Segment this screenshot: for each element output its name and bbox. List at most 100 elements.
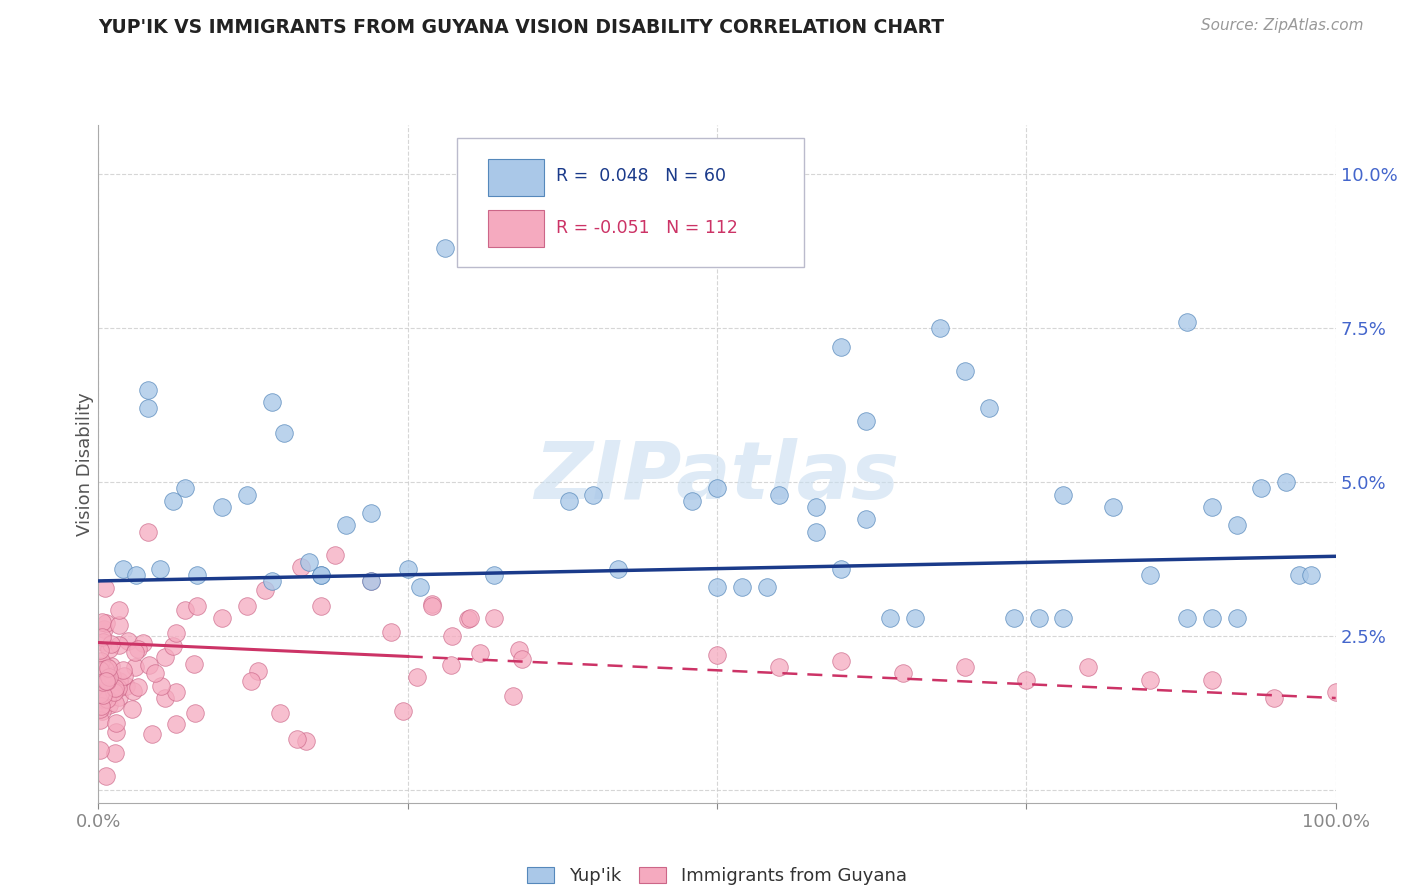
Point: [1139, 673, 1161, 687]
Point: [121, 683, 143, 698]
Point: [127, 642, 149, 657]
Point: [1175, 315, 1198, 329]
Text: YUP'IK VS IMMIGRANTS FROM GUYANA VISION DISABILITY CORRELATION CHART: YUP'IK VS IMMIGRANTS FROM GUYANA VISION …: [98, 18, 945, 37]
Point: [1015, 673, 1038, 687]
Point: [1102, 500, 1125, 514]
Point: [100, 659, 122, 673]
Text: Source: ZipAtlas.com: Source: ZipAtlas.com: [1201, 18, 1364, 33]
Point: [360, 574, 382, 588]
Point: [731, 580, 754, 594]
Point: [91, 675, 114, 690]
Point: [360, 574, 382, 588]
Point: [143, 666, 166, 681]
Point: [510, 652, 533, 666]
Y-axis label: Vision Disability: Vision Disability: [76, 392, 94, 536]
Point: [1002, 611, 1025, 625]
Point: [768, 488, 790, 502]
Point: [96, 692, 118, 706]
Point: [253, 582, 276, 597]
Point: [855, 512, 877, 526]
Point: [325, 548, 347, 562]
Point: [155, 649, 177, 664]
Point: [440, 629, 463, 643]
Point: [97, 661, 120, 675]
Point: [804, 524, 827, 539]
Point: [309, 599, 332, 613]
Point: [1288, 567, 1310, 582]
Point: [1201, 673, 1223, 687]
Point: [309, 567, 332, 582]
Point: [1324, 685, 1347, 699]
Point: [953, 660, 976, 674]
Point: [1028, 611, 1050, 625]
Point: [236, 599, 259, 613]
Point: [360, 506, 382, 520]
Point: [91, 635, 114, 649]
Point: [239, 674, 262, 689]
Point: [108, 618, 131, 632]
Point: [335, 518, 357, 533]
Point: [89, 659, 111, 673]
Point: [830, 340, 852, 354]
Point: [165, 685, 187, 699]
Point: [91, 691, 114, 706]
Point: [405, 669, 427, 683]
Point: [94, 769, 117, 783]
Point: [211, 500, 233, 514]
Point: [100, 637, 122, 651]
Point: [174, 603, 197, 617]
Point: [90, 615, 112, 629]
Text: R = -0.051   N = 112: R = -0.051 N = 112: [557, 219, 738, 237]
Point: [94, 673, 117, 688]
Point: [458, 611, 481, 625]
Point: [298, 556, 321, 570]
Point: [484, 567, 506, 582]
Point: [183, 657, 205, 672]
Point: [174, 482, 197, 496]
Point: [1263, 691, 1285, 706]
Point: [1052, 611, 1074, 625]
Point: [149, 561, 172, 575]
Point: [136, 401, 159, 416]
Point: [582, 488, 605, 502]
Point: [755, 580, 778, 594]
Point: [422, 599, 444, 613]
Point: [94, 662, 117, 676]
Point: [440, 658, 463, 673]
Point: [1175, 611, 1198, 625]
Point: [928, 321, 950, 335]
Point: [89, 643, 111, 657]
Point: [91, 675, 114, 690]
Point: [104, 697, 127, 711]
Point: [89, 714, 111, 728]
Point: [457, 612, 479, 626]
Point: [484, 611, 506, 625]
Point: [136, 524, 159, 539]
Point: [236, 488, 259, 502]
Point: [103, 684, 125, 698]
Point: [979, 401, 1001, 416]
Point: [706, 648, 728, 662]
Point: [186, 599, 208, 613]
Point: [184, 706, 207, 721]
Point: [89, 743, 111, 757]
Point: [295, 734, 318, 748]
Point: [107, 603, 129, 617]
Point: [830, 561, 852, 575]
Point: [165, 625, 187, 640]
Point: [1201, 611, 1223, 625]
Point: [804, 500, 827, 514]
Point: [891, 666, 914, 681]
Text: R =  0.048   N = 60: R = 0.048 N = 60: [557, 167, 727, 185]
Point: [89, 663, 111, 677]
Point: [287, 732, 309, 747]
Point: [107, 681, 129, 695]
Point: [706, 482, 728, 496]
Point: [89, 702, 111, 716]
Point: [121, 702, 143, 716]
Point: [104, 681, 127, 696]
Point: [117, 634, 139, 648]
Point: [380, 625, 402, 640]
Point: [136, 383, 159, 397]
Point: [557, 493, 579, 508]
